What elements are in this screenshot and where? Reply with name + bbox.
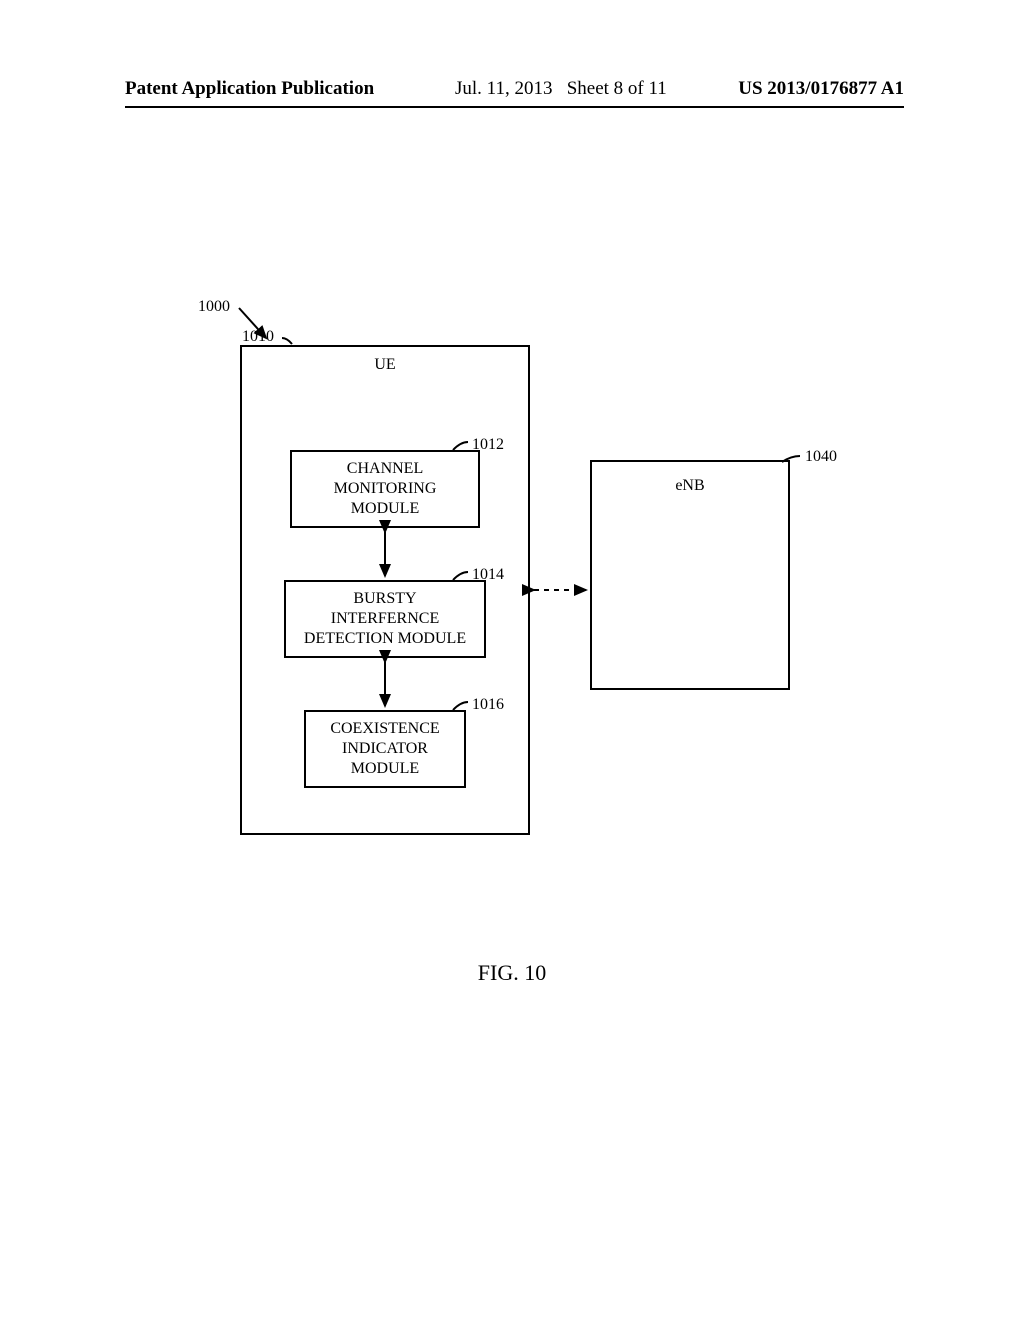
leader-enb (782, 456, 800, 462)
header-sheet: Sheet 8 of 11 (567, 78, 667, 99)
page-header: Patent Application Publication Jul. 11, … (125, 78, 904, 108)
header-date-sheet: Jul. 11, 2013 Sheet 8 of 11 (455, 78, 667, 100)
leader-system (239, 308, 266, 338)
figure-caption: FIG. 10 (0, 960, 1024, 986)
figure-diagram: UE CHANNELMONITORINGMODULE BURSTYINTERFE… (180, 290, 880, 910)
header-date: Jul. 11, 2013 (455, 78, 552, 99)
header-publication-type: Patent Application Publication (125, 78, 374, 100)
leader-coexistence (453, 702, 468, 710)
page: Patent Application Publication Jul. 11, … (0, 0, 1024, 1320)
header-publication-number: US 2013/0176877 A1 (738, 78, 904, 100)
leader-channel-monitoring (453, 442, 468, 450)
leader-ue (282, 338, 292, 344)
connector-layer (180, 290, 880, 910)
leader-bursty (453, 572, 468, 580)
